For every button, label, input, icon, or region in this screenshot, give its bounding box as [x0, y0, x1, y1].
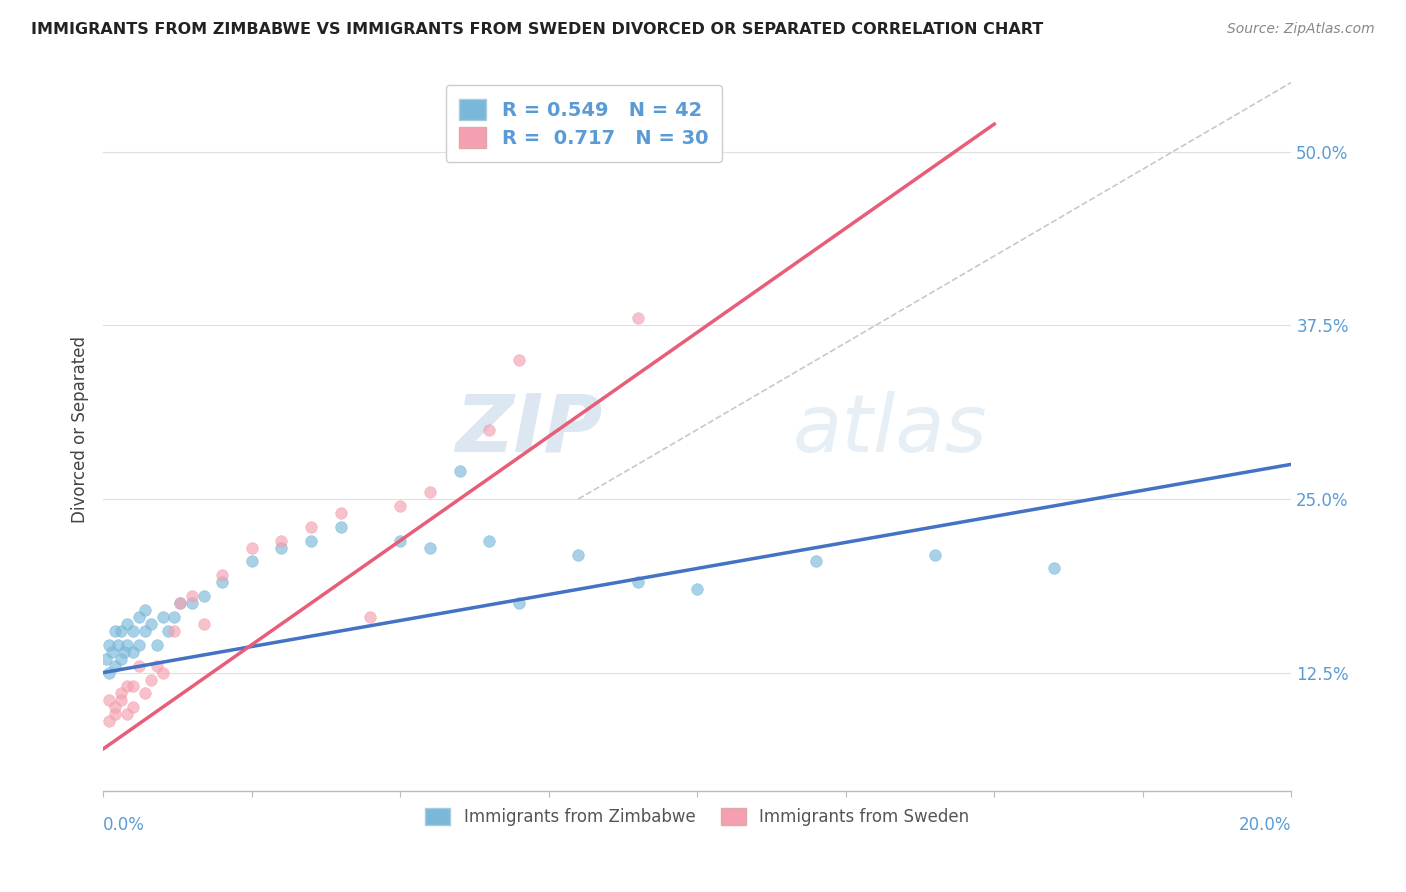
Point — [128, 610, 150, 624]
Point — [110, 693, 132, 707]
Point — [104, 707, 127, 722]
Point — [115, 707, 138, 722]
Point — [139, 617, 162, 632]
Point — [152, 665, 174, 680]
Point — [359, 610, 381, 624]
Point — [134, 624, 156, 638]
Point — [240, 541, 263, 555]
Point — [145, 658, 167, 673]
Point — [121, 624, 143, 638]
Point — [169, 596, 191, 610]
Point — [115, 680, 138, 694]
Point — [193, 617, 215, 632]
Point — [152, 610, 174, 624]
Point — [121, 680, 143, 694]
Point — [299, 520, 322, 534]
Y-axis label: Divorced or Separated: Divorced or Separated — [72, 336, 89, 523]
Point — [157, 624, 180, 638]
Point — [134, 686, 156, 700]
Point — [211, 568, 233, 582]
Point — [804, 554, 827, 568]
Point — [145, 638, 167, 652]
Point — [627, 311, 650, 326]
Point — [389, 499, 412, 513]
Point — [128, 638, 150, 652]
Point — [98, 665, 121, 680]
Point — [270, 533, 292, 548]
Text: IMMIGRANTS FROM ZIMBABWE VS IMMIGRANTS FROM SWEDEN DIVORCED OR SEPARATED CORRELA: IMMIGRANTS FROM ZIMBABWE VS IMMIGRANTS F… — [31, 22, 1043, 37]
Point — [508, 353, 530, 368]
Point — [94, 651, 117, 665]
Point — [686, 582, 709, 597]
Point — [163, 624, 186, 638]
Point — [98, 693, 121, 707]
Point — [924, 548, 946, 562]
Text: ZIP: ZIP — [454, 391, 602, 468]
Point — [98, 638, 121, 652]
Point — [419, 541, 441, 555]
Point — [98, 714, 121, 729]
Legend: Immigrants from Zimbabwe, Immigrants from Sweden: Immigrants from Zimbabwe, Immigrants fro… — [419, 801, 976, 833]
Point — [389, 533, 412, 548]
Point — [299, 533, 322, 548]
Text: 20.0%: 20.0% — [1239, 815, 1291, 834]
Point — [104, 624, 127, 638]
Point — [139, 673, 162, 687]
Text: Source: ZipAtlas.com: Source: ZipAtlas.com — [1227, 22, 1375, 37]
Point — [193, 589, 215, 603]
Point — [110, 651, 132, 665]
Point — [134, 603, 156, 617]
Point — [107, 638, 129, 652]
Point — [329, 520, 352, 534]
Point — [627, 575, 650, 590]
Point — [115, 638, 138, 652]
Point — [270, 541, 292, 555]
Point — [449, 464, 471, 478]
Point — [329, 506, 352, 520]
Point — [101, 645, 124, 659]
Point — [567, 548, 589, 562]
Point — [1042, 561, 1064, 575]
Point — [115, 617, 138, 632]
Point — [478, 423, 501, 437]
Point — [121, 700, 143, 714]
Text: 0.0%: 0.0% — [103, 815, 145, 834]
Point — [104, 658, 127, 673]
Point — [181, 596, 204, 610]
Point — [121, 645, 143, 659]
Point — [128, 658, 150, 673]
Point — [163, 610, 186, 624]
Point — [508, 596, 530, 610]
Point — [419, 485, 441, 500]
Point — [110, 624, 132, 638]
Point — [240, 554, 263, 568]
Point — [181, 589, 204, 603]
Text: atlas: atlas — [793, 391, 987, 468]
Point — [112, 645, 135, 659]
Point — [110, 686, 132, 700]
Point — [478, 533, 501, 548]
Point — [169, 596, 191, 610]
Point — [211, 575, 233, 590]
Point — [104, 700, 127, 714]
